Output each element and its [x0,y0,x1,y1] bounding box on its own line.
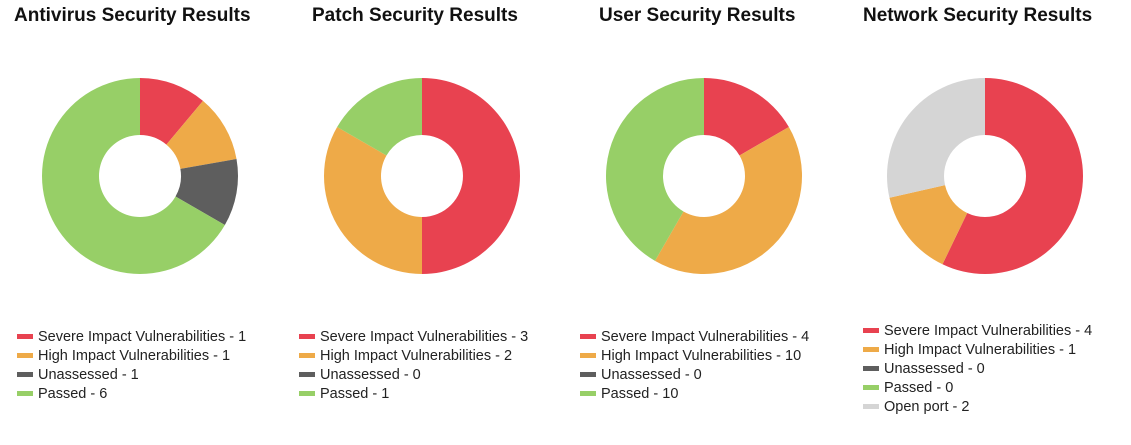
legend-swatch [580,334,596,339]
donut-slice-passed [42,78,225,274]
legend-item: Passed - 0 [863,378,1092,397]
legend-item: Unassessed - 1 [17,365,246,384]
legend-label: High Impact Vulnerabilities - 10 [601,347,802,364]
legend-item: High Impact Vulnerabilities - 1 [17,346,246,365]
legend-label: Passed - 6 [38,385,108,402]
legend-label: Severe Impact Vulnerabilities - 4 [601,328,810,345]
legend-item: Severe Impact Vulnerabilities - 3 [299,327,528,346]
legend-item: Unassessed - 0 [580,365,809,384]
legend-swatch [863,328,879,333]
donut-slice-high-impact-vulnerabilities [655,127,802,274]
chart-legend: Severe Impact Vulnerabilities - 3 High I… [299,327,528,403]
chart-title: Network Security Results [863,5,1093,26]
legend-item: Unassessed - 0 [863,359,1092,378]
legend-swatch [863,366,879,371]
legend-swatch [17,391,33,396]
legend-item: High Impact Vulnerabilities - 1 [863,340,1092,359]
legend-swatch [299,372,315,377]
legend-swatch [863,347,879,352]
legend-item: High Impact Vulnerabilities - 2 [299,346,528,365]
legend-item: Passed - 10 [580,384,809,403]
legend-label: Severe Impact Vulnerabilities - 1 [38,328,247,345]
legend-swatch [299,353,315,358]
donut-slice-high-impact-vulnerabilities [889,185,968,265]
legend-item: Open port - 2 [863,397,1092,416]
donut-slice-unassessed [175,158,238,225]
legend-swatch [17,353,33,358]
donut-chart [324,78,520,274]
donut-slice-passed [606,78,704,261]
donut-slice-high-impact-vulnerabilities [324,127,422,274]
legend-label: High Impact Vulnerabilities - 1 [884,341,1077,358]
legend-label: Passed - 1 [320,385,390,402]
legend-item: Unassessed - 0 [299,365,528,384]
donut-slice-severe-impact-vulnerabilities [704,78,789,156]
chart-legend: Severe Impact Vulnerabilities - 1 High I… [17,327,246,403]
legend-label: Open port - 2 [884,398,970,415]
legend-swatch [863,404,879,409]
donut-slice-severe-impact-vulnerabilities [942,78,1083,274]
donut-chart [42,78,238,274]
legend-label: Unassessed - 0 [601,366,702,383]
legend-item: Severe Impact Vulnerabilities - 1 [17,327,246,346]
chart-panel-network: Network Security Results Severe Impact V… [845,0,1131,445]
donut-slice-passed [337,78,422,156]
legend-label: High Impact Vulnerabilities - 2 [320,347,513,364]
chart-title: User Security Results [599,5,796,26]
legend-label: Unassessed - 1 [38,366,139,383]
donut-slice-severe-impact-vulnerabilities [140,78,203,145]
legend-swatch [580,372,596,377]
chart-title: Patch Security Results [312,5,518,26]
legend-item: Passed - 6 [17,384,246,403]
legend-label: Unassessed - 0 [884,360,985,377]
legend-item: Passed - 1 [299,384,528,403]
donut-slice-open-port [887,78,985,198]
legend-swatch [299,391,315,396]
legend-label: Passed - 0 [884,379,954,396]
chart-legend: Severe Impact Vulnerabilities - 4 High I… [580,327,809,403]
chart-panel-patch: Patch Security Results Severe Impact Vul… [280,0,562,445]
donut-chart [887,78,1083,274]
chart-panel-user: User Security Results Severe Impact Vuln… [562,0,845,445]
legend-label: Unassessed - 0 [320,366,421,383]
legend-label: High Impact Vulnerabilities - 1 [38,347,231,364]
legend-swatch [580,353,596,358]
legend-label: Severe Impact Vulnerabilities - 3 [320,328,529,345]
legend-label: Passed - 10 [601,385,679,402]
legend-item: Severe Impact Vulnerabilities - 4 [863,321,1092,340]
donut-slice-severe-impact-vulnerabilities [422,78,520,274]
legend-item: Severe Impact Vulnerabilities - 4 [580,327,809,346]
legend-swatch [17,334,33,339]
chart-legend: Severe Impact Vulnerabilities - 4 High I… [863,321,1092,416]
legend-label: Severe Impact Vulnerabilities - 4 [884,322,1093,339]
chart-title: Antivirus Security Results [14,5,251,26]
donut-chart [606,78,802,274]
legend-swatch [863,385,879,390]
chart-panel-antivirus: Antivirus Security Results Severe Impact… [0,0,280,445]
legend-swatch [580,391,596,396]
legend-swatch [17,372,33,377]
legend-swatch [299,334,315,339]
donut-slice-high-impact-vulnerabilities [166,100,237,169]
legend-item: High Impact Vulnerabilities - 10 [580,346,809,365]
